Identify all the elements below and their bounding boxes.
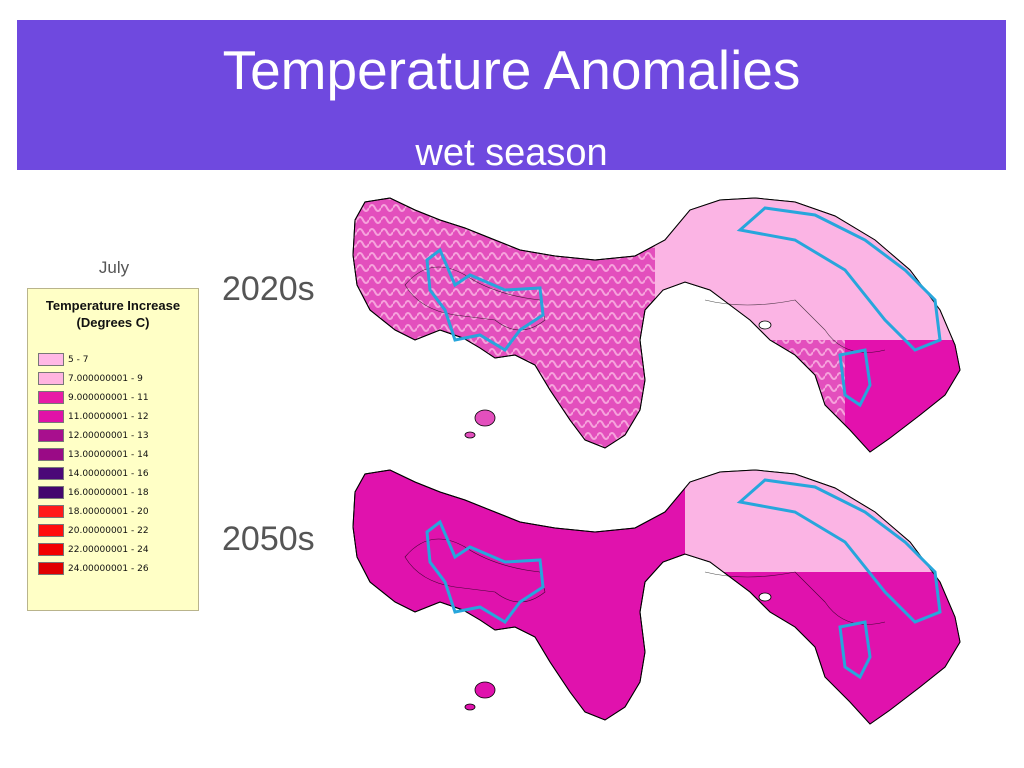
legend-swatch [38, 524, 64, 537]
legend-swatch [38, 429, 64, 442]
map-2050s [345, 462, 965, 732]
legend-item: 18.00000001 - 20 [38, 505, 149, 518]
legend-heading-line1: Temperature Increase [45, 298, 181, 313]
legend-item: 5 - 7 [38, 353, 88, 366]
legend-item: 22.00000001 - 24 [38, 543, 149, 556]
map-2020s-svg [352, 197, 961, 453]
map-2050s-svg [352, 469, 961, 725]
region-southeast-2050s [825, 572, 960, 724]
legend-swatch [38, 562, 64, 575]
legend-item-label: 5 - 7 [68, 354, 89, 365]
legend-swatch [38, 372, 64, 385]
legend-item: 24.00000001 - 26 [38, 562, 149, 575]
panama-landmass-2050s [352, 469, 961, 725]
watershed-boundaries-2050s [425, 478, 942, 680]
legend-swatch [38, 353, 64, 366]
legend-heading-line2: (Degrees C) [76, 315, 150, 330]
legend-item: 11.00000001 - 12 [38, 410, 149, 423]
legend-month-label: July [98, 258, 130, 277]
legend-item-label: 22.00000001 - 24 [68, 544, 149, 555]
legend-swatch [38, 505, 64, 518]
legend-swatch [38, 448, 64, 461]
legend-item: 16.00000001 - 18 [38, 486, 149, 499]
map-legend: Temperature Increase (Degrees C) 5 - 7 7.… [27, 288, 199, 611]
legend-item: 9.000000001 - 11 [38, 391, 149, 404]
legend-item-label: 18.00000001 - 20 [68, 506, 149, 517]
legend-item-label: 20.00000001 - 22 [68, 525, 149, 536]
legend-item-label: 9.000000001 - 11 [68, 392, 149, 403]
legend-swatch [38, 486, 64, 499]
legend-item: 12.00000001 - 13 [38, 429, 149, 442]
legend-item-label: 24.00000001 - 26 [68, 563, 149, 574]
title-banner: Temperature Anomalies wet season [17, 20, 1006, 174]
legend-item-label: 11.00000001 - 12 [68, 411, 149, 422]
region-east-2020s [655, 198, 960, 340]
period-label-2050s: 2050s [222, 520, 315, 558]
legend-item-label: 16.00000001 - 18 [68, 487, 149, 498]
region-east-2050s [685, 470, 960, 572]
slide-title: Temperature Anomalies [222, 39, 801, 101]
islands-2020s [464, 320, 772, 439]
islands-2050s [464, 592, 772, 711]
map-2020s [345, 190, 965, 460]
legend-heading: Temperature Increase (Degrees C) [28, 297, 198, 331]
legend-item-label: 13.00000001 - 14 [68, 449, 149, 460]
legend-swatch [38, 391, 64, 404]
legend-item: 13.00000001 - 14 [38, 448, 149, 461]
legend-item: 14.00000001 - 16 [38, 467, 149, 480]
legend-swatch [38, 410, 64, 423]
legend-swatch [38, 543, 64, 556]
panama-landmass-2020s [352, 197, 961, 453]
legend-item-label: 12.00000001 - 13 [68, 430, 149, 441]
legend-item-label: 7.000000001 - 9 [68, 373, 143, 384]
watershed-boundaries-2020s [425, 206, 942, 408]
legend-item-label: 14.00000001 - 16 [68, 468, 149, 479]
legend-item: 20.00000001 - 22 [38, 524, 149, 537]
legend-swatch [38, 467, 64, 480]
legend-item: 7.000000001 - 9 [38, 372, 143, 385]
slide-subtitle: wet season [415, 132, 608, 174]
period-label-2020s: 2020s [222, 270, 315, 308]
